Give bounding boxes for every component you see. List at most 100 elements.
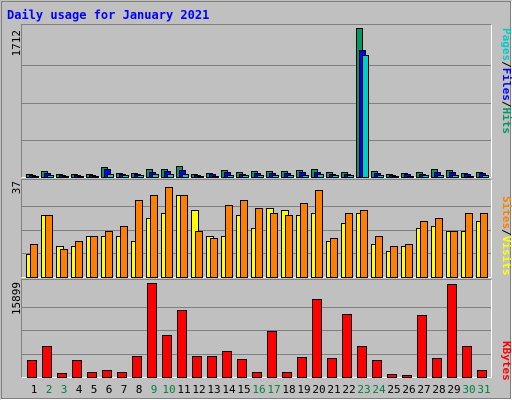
x-tick-label: 5 <box>91 383 98 396</box>
panel-kbytes-ymax-label: 15899 <box>10 282 23 315</box>
pages-bar <box>438 176 444 178</box>
kbytes-bar <box>103 371 112 378</box>
sites-bar <box>31 245 38 278</box>
x-tick-label: 26 <box>402 383 415 396</box>
kbytes-bar <box>463 347 472 378</box>
x-tick-label: 3 <box>61 383 68 396</box>
pages-bar <box>33 177 39 178</box>
kbytes-bar <box>433 359 442 378</box>
kbytes-bar <box>58 374 67 378</box>
x-tick-label: 24 <box>372 383 386 396</box>
pages-bar <box>153 175 159 178</box>
kbytes-bar <box>73 361 82 378</box>
sites-bar <box>121 227 128 278</box>
kbytes-bar <box>478 371 487 378</box>
sites-bar <box>346 214 353 278</box>
kbytes-bar <box>373 361 382 378</box>
legend-files: Files <box>500 68 512 101</box>
x-tick-label: 14 <box>222 383 236 396</box>
pages-bar <box>363 56 369 178</box>
x-tick-label: 4 <box>76 383 83 396</box>
kbytes-bar <box>208 357 217 378</box>
pages-bar <box>378 176 384 178</box>
pages-bar <box>318 175 324 178</box>
kbytes-bar <box>223 352 232 378</box>
pages-bar <box>273 176 279 178</box>
kbytes-bar <box>118 373 127 378</box>
pages-bar <box>258 176 264 178</box>
x-tick-label: 20 <box>312 383 325 396</box>
pages-bar <box>138 176 144 178</box>
kbytes-bar <box>343 315 352 378</box>
pages-bar <box>333 176 339 178</box>
pages-bar <box>303 176 309 178</box>
sites-bar <box>361 211 368 278</box>
pages-bar <box>453 176 459 178</box>
kbytes-bar <box>448 285 457 378</box>
sites-bar <box>376 237 383 278</box>
chart-title: Daily usage for January 2021 <box>7 8 209 22</box>
kbytes-bar <box>43 347 52 378</box>
x-tick-label: 6 <box>106 383 113 396</box>
sites-bar <box>91 237 98 278</box>
sites-bar <box>151 196 158 278</box>
legend-hits: Hits <box>500 108 512 135</box>
kbytes-bar <box>88 373 97 378</box>
sites-bar <box>406 245 413 278</box>
pages-bar <box>198 177 204 178</box>
x-tick-label: 17 <box>267 383 280 396</box>
kbytes-bar <box>358 347 367 378</box>
kbytes-bar <box>298 358 307 378</box>
kbytes-bar <box>253 373 262 378</box>
panel-kbytes-legend: KBytes <box>500 341 512 381</box>
sites-bar <box>181 196 188 278</box>
sites-bar <box>481 214 488 278</box>
x-tick-label: 7 <box>121 383 128 396</box>
pages-bar <box>483 176 489 178</box>
panel-sites-legend: Sites/Visits <box>500 196 512 276</box>
pages-bar <box>78 177 84 178</box>
sites-bar <box>166 188 173 278</box>
sites-bar <box>256 209 263 278</box>
x-tick-label: 10 <box>162 383 175 396</box>
sites-bar <box>61 250 68 278</box>
x-tick-label: 21 <box>327 383 340 396</box>
panel-hits-ymax-label: 1712 <box>10 30 23 57</box>
sites-bar <box>286 216 293 278</box>
kbytes-bar <box>388 375 397 378</box>
kbytes-bar <box>283 373 292 378</box>
sites-bar <box>316 191 323 278</box>
x-tick-label: 16 <box>252 383 265 396</box>
sites-bar <box>436 219 443 278</box>
x-tick-label: 15 <box>237 383 250 396</box>
x-tick-label: 22 <box>342 383 355 396</box>
sites-bar <box>421 222 428 278</box>
sites-bar <box>226 206 233 278</box>
pages-bar <box>93 177 99 178</box>
sites-bar <box>331 239 338 278</box>
sites-bar <box>46 216 53 278</box>
kbytes-bar <box>193 357 202 378</box>
kbytes-bar <box>268 332 277 378</box>
x-tick-label: 2 <box>46 383 53 396</box>
sites-bar <box>106 232 113 278</box>
x-tick-label: 19 <box>297 383 310 396</box>
pages-bar <box>48 176 54 178</box>
kbytes-bar <box>238 360 247 378</box>
pages-bar <box>393 177 399 178</box>
sites-bar <box>211 239 218 278</box>
kbytes-bar <box>178 311 187 378</box>
pages-bar <box>423 176 429 178</box>
legend-pages: Pages <box>500 28 512 61</box>
x-tick-label: 9 <box>151 383 158 396</box>
sites-bar <box>301 204 308 278</box>
sites-bar <box>271 214 278 278</box>
panel-hits-legend: Pages/Files/Hits <box>500 28 512 134</box>
x-tick-label: 18 <box>282 383 295 396</box>
kbytes-bar <box>163 336 172 378</box>
x-tick-label: 27 <box>417 383 430 396</box>
pages-bar <box>288 176 294 178</box>
kbytes-bar <box>28 361 37 378</box>
